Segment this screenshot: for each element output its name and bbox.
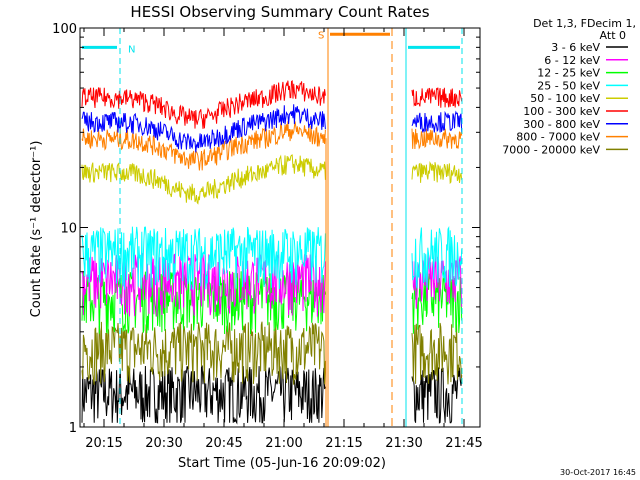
series-line [81, 226, 326, 290]
legend-header: Att 0 [600, 29, 626, 42]
legend-entry-label: 100 - 300 keV [523, 105, 600, 118]
legend-entry-label: 300 - 800 keV [523, 118, 600, 131]
flag-markers: NS [82, 28, 463, 427]
series-line [411, 110, 463, 133]
y-axis-label: Count Rate (s⁻¹ detector⁻¹) [29, 141, 44, 318]
chart-title: HESSI Observing Summary Count Rates [130, 3, 429, 21]
series-line [81, 104, 326, 153]
series-line [81, 121, 326, 171]
timestamp: 30-Oct-2017 16:45 [560, 468, 636, 477]
legend-entry-label: 7000 - 20000 keV [502, 143, 600, 156]
series-line [81, 321, 326, 385]
series-line [81, 365, 326, 425]
x-tick-label: 20:30 [145, 436, 182, 451]
x-tick-label: 20:15 [85, 436, 122, 451]
x-axis-ticks: 20:15 20:30 20:45 21:00 21:15 21:30 21:45 [83, 28, 483, 451]
y-tick-label: 10 [60, 222, 77, 237]
x-tick-label: 21:30 [385, 436, 422, 451]
y-tick-label: 1 [69, 421, 77, 436]
n-flag-label: N [128, 44, 135, 55]
legend-entry-label: 25 - 50 keV [537, 79, 600, 92]
series-line [411, 322, 463, 385]
s-flag-label: S [318, 30, 324, 41]
series-line [411, 87, 463, 108]
y-axis-ticks: 1 10 100 [52, 22, 480, 436]
legend-entry-label: 12 - 25 keV [537, 67, 600, 80]
series-line [411, 161, 463, 185]
legend-entry-label: 3 - 6 keV [551, 41, 600, 54]
x-tick-label: 20:45 [205, 436, 242, 451]
legend-entry-label: 6 - 12 keV [544, 54, 600, 67]
x-axis-label: Start Time (05-Jun-16 20:09:02) [178, 456, 386, 471]
series-line [411, 128, 463, 150]
series-line [411, 225, 463, 289]
series-line [81, 80, 326, 129]
legend-entry-label: 800 - 7000 keV [516, 131, 600, 144]
x-tick-label: 21:15 [325, 436, 362, 451]
plot-data [81, 80, 463, 427]
series-line [411, 367, 463, 424]
x-tick-label: 21:45 [445, 436, 482, 451]
series-line [81, 154, 326, 205]
legend-header: Det 1,3, FDecim 1, [533, 17, 636, 30]
legend-entry-label: 50 - 100 keV [530, 92, 600, 105]
series-line [411, 254, 463, 309]
y-tick-label: 100 [52, 22, 77, 37]
x-tick-label: 21:00 [265, 436, 302, 451]
